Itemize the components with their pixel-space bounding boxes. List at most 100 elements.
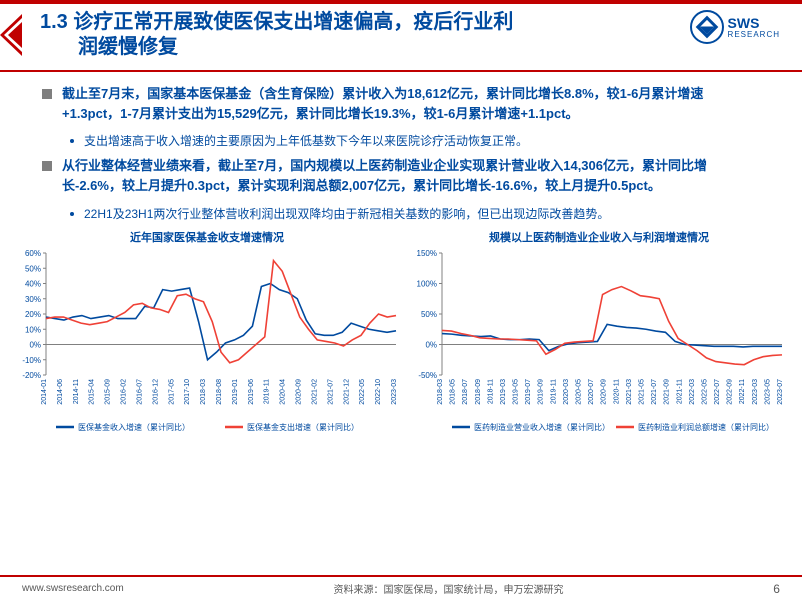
svg-text:2023-03: 2023-03 — [391, 378, 398, 404]
svg-text:2022-07: 2022-07 — [714, 378, 721, 404]
svg-text:2022-03: 2022-03 — [689, 378, 696, 404]
svg-text:2019-07: 2019-07 — [525, 378, 532, 404]
svg-text:2014-01: 2014-01 — [41, 378, 48, 404]
svg-text:2023-03: 2023-03 — [752, 378, 759, 404]
svg-text:0%: 0% — [29, 340, 41, 349]
square-bullet-icon — [42, 161, 52, 171]
svg-text:-20%: -20% — [22, 371, 41, 380]
bullet-2-sub: 22H1及23H1两次行业整体营收利润出现双降均由于新冠相关基数的影响，但已出现… — [70, 205, 760, 223]
bullet-2: 从行业整体经营业绩来看，截止至7月，国内规模以上医药制造业企业实现累计营业收入1… — [42, 156, 760, 196]
chart-left: 近年国家医保基金收支增速情况 60% 50% 40% 30% 20% 10% 0% -10% -… — [12, 229, 402, 442]
svg-text:2015-09: 2015-09 — [105, 378, 112, 404]
svg-text:2021-05: 2021-05 — [638, 378, 645, 404]
svg-text:医保基金收入增速（累计同比）: 医保基金收入增速（累计同比） — [78, 422, 190, 432]
svg-text:2019-09: 2019-09 — [538, 378, 545, 404]
svg-text:2018-11: 2018-11 — [487, 378, 494, 403]
svg-text:20%: 20% — [25, 310, 41, 319]
svg-text:2014-06: 2014-06 — [57, 378, 64, 404]
dot-bullet-icon — [70, 139, 74, 143]
sws-logo: SWS RESEARCH — [690, 10, 780, 44]
slide-body: 截止至7月末，国家基本医保基金（含生育保险）累计收入为18,612亿元，累计同比… — [0, 72, 802, 223]
logo-subtext: RESEARCH — [728, 30, 780, 39]
svg-text:2021-09: 2021-09 — [664, 378, 671, 404]
svg-text:2019-11: 2019-11 — [550, 378, 557, 403]
slide-title: 1.3 诊疗正常开展致使医保支出增速偏高，疫后行业利 润缓慢修复 — [32, 10, 802, 60]
svg-text:50%: 50% — [25, 264, 41, 273]
logo-text: SWS — [728, 16, 780, 30]
slide-footer: www.swsresearch.com 资料来源：国家医保局，国家统计局，申万宏… — [0, 575, 802, 602]
svg-text:2018-05: 2018-05 — [450, 378, 457, 404]
svg-text:2021-02: 2021-02 — [311, 378, 318, 404]
square-bullet-icon — [42, 89, 52, 99]
slide-header: 1.3 诊疗正常开展致使医保支出增速偏高，疫后行业利 润缓慢修复 SWS RES… — [0, 4, 802, 70]
svg-text:2020-04: 2020-04 — [280, 378, 287, 404]
dot-bullet-icon — [70, 212, 74, 216]
chart2-svg: 150% 100% 50% 0% -50%2018-03 2018-05 2018-07 20… — [408, 247, 788, 437]
svg-text:2018-08: 2018-08 — [216, 378, 223, 404]
svg-text:2018-03: 2018-03 — [200, 378, 207, 404]
svg-text:0%: 0% — [425, 340, 437, 349]
bullet-1-sub-text: 支出增速高于收入增速的主要原因为上年低基数下今年以来医院诊疗活动恢复正常。 — [84, 132, 528, 150]
svg-text:2021-12: 2021-12 — [343, 378, 350, 404]
logo-icon — [690, 10, 724, 44]
svg-text:2019-06: 2019-06 — [248, 378, 255, 404]
svg-text:2021-07: 2021-07 — [651, 378, 658, 404]
svg-text:医保基金支出增速（累计同比）: 医保基金支出增速（累计同比） — [247, 422, 359, 432]
chart-right: 规模以上医药制造业企业收入与利润增速情况 150%100%50%0%-50%20… — [408, 229, 790, 442]
svg-text:2020-09: 2020-09 — [296, 378, 303, 404]
footer-url: www.swsresearch.com — [22, 583, 124, 594]
svg-text:60%: 60% — [25, 249, 41, 258]
svg-text:医药制造业营业收入增速（累计同比）: 医药制造业营业收入增速（累计同比） — [474, 422, 610, 432]
svg-text:2018-03: 2018-03 — [437, 378, 444, 404]
title-line1: 1.3 诊疗正常开展致使医保支出增速偏高，疫后行业利 — [40, 10, 802, 35]
svg-text:2019-03: 2019-03 — [500, 378, 507, 404]
svg-text:2018-07: 2018-07 — [462, 378, 469, 404]
svg-text:2023-05: 2023-05 — [764, 378, 771, 404]
svg-text:2020-05: 2020-05 — [576, 378, 583, 404]
svg-text:2021-11: 2021-11 — [676, 378, 683, 403]
svg-text:2021-07: 2021-07 — [327, 378, 334, 404]
svg-text:30%: 30% — [25, 294, 41, 303]
svg-text:-10%: -10% — [22, 355, 41, 364]
svg-text:2022-11: 2022-11 — [739, 378, 746, 403]
bullet-1-text: 截止至7月末，国家基本医保基金（含生育保险）累计收入为18,612亿元，累计同比… — [62, 84, 760, 124]
svg-text:2018-09: 2018-09 — [475, 378, 482, 404]
svg-text:2016-12: 2016-12 — [152, 378, 159, 404]
svg-text:2022-09: 2022-09 — [727, 378, 734, 404]
svg-text:2022-10: 2022-10 — [375, 378, 382, 404]
page-number: 6 — [773, 582, 780, 596]
chart1-title: 近年国家医保基金收支增速情况 — [12, 229, 402, 245]
svg-text:10%: 10% — [25, 325, 41, 334]
svg-text:2022-05: 2022-05 — [359, 378, 366, 404]
chart2-title: 规模以上医药制造业企业收入与利润增速情况 — [408, 229, 790, 245]
charts-row: 近年国家医保基金收支增速情况 60% 50% 40% 30% 20% 10% 0% -10% -… — [0, 229, 802, 442]
svg-text:2017-10: 2017-10 — [184, 378, 191, 404]
bullet-1-sub: 支出增速高于收入增速的主要原因为上年低基数下今年以来医院诊疗活动恢复正常。 — [70, 132, 760, 150]
svg-text:2019-11: 2019-11 — [264, 378, 271, 403]
chevron-decoration — [0, 14, 32, 56]
svg-text:2020-07: 2020-07 — [588, 378, 595, 404]
svg-text:50%: 50% — [421, 310, 437, 319]
svg-text:2019-01: 2019-01 — [232, 378, 239, 404]
chart1-svg: 60% 50% 40% 30% 20% 10% 0% -10% -20%2014-01 2014-… — [12, 247, 402, 437]
svg-text:2019-05: 2019-05 — [513, 378, 520, 404]
svg-text:-50%: -50% — [418, 371, 437, 380]
svg-text:40%: 40% — [25, 279, 41, 288]
svg-text:医药制造业利润总额增速（累计同比）: 医药制造业利润总额增速（累计同比） — [638, 422, 774, 432]
svg-text:2017-05: 2017-05 — [168, 378, 175, 404]
svg-text:2020-03: 2020-03 — [563, 378, 570, 404]
svg-text:150%: 150% — [417, 249, 437, 258]
svg-text:100%: 100% — [417, 279, 437, 288]
svg-text:2014-11: 2014-11 — [73, 378, 80, 403]
svg-text:2020-11: 2020-11 — [613, 378, 620, 403]
svg-text:2020-09: 2020-09 — [601, 378, 608, 404]
bullet-1: 截止至7月末，国家基本医保基金（含生育保险）累计收入为18,612亿元，累计同比… — [42, 84, 760, 124]
bullet-2-text: 从行业整体经营业绩来看，截止至7月，国内规模以上医药制造业企业实现累计营业收入1… — [62, 156, 760, 196]
svg-text:2015-04: 2015-04 — [89, 378, 96, 404]
svg-text:2016-02: 2016-02 — [121, 378, 128, 404]
svg-text:2022-05: 2022-05 — [701, 378, 708, 404]
footer-source: 资料来源：国家医保局，国家统计局，申万宏源研究 — [334, 581, 564, 596]
svg-text:2016-07: 2016-07 — [136, 378, 143, 404]
svg-text:2021-03: 2021-03 — [626, 378, 633, 404]
title-line2: 润缓慢修复 — [40, 35, 802, 60]
